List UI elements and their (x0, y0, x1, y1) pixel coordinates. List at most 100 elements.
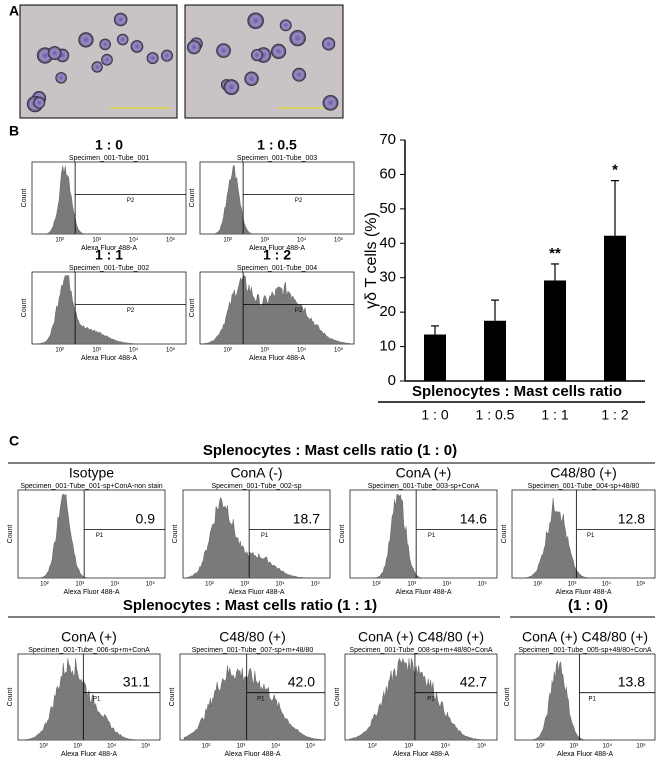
histogram (516, 497, 651, 579)
cell (186, 40, 202, 55)
specimen-label: Specimen_001-Tube_002-sp (211, 483, 301, 490)
y-axis-label: Count (7, 688, 14, 707)
x-tick-label: 10² (40, 582, 49, 588)
x-axis-label: Alexa Fluor 488-A (228, 589, 284, 596)
cell (55, 72, 67, 84)
cell (292, 67, 307, 82)
plot-title: ConA (+) C48/80 (+) (358, 629, 484, 645)
plot-title: ConA (-) (230, 465, 282, 481)
y-axis-label: Count (504, 688, 511, 707)
cell (289, 29, 306, 47)
plot-title: 1 : 0.5 (257, 137, 297, 153)
x-tick-label: 10³ (260, 348, 269, 354)
x-tick-label: 10² (55, 238, 64, 244)
gate-label: P1 (93, 696, 101, 702)
x-tick-label: 10³ (237, 744, 246, 750)
x-tick-label: 10⁵ (141, 743, 151, 750)
x-tick-label: 10⁵ (166, 347, 176, 354)
cell (247, 12, 264, 30)
x-tick-label: 10⁵ (166, 237, 176, 244)
x-tick-label: 10⁴ (441, 743, 451, 750)
histogram (348, 657, 493, 741)
plot-title: C48/80 (+) (219, 629, 286, 645)
micrographs (19, 4, 344, 119)
x-tick-label: 10³ (92, 348, 101, 354)
x-tick-label: 10³ (75, 582, 84, 588)
x-axis-label: Alexa Fluor 488-A (393, 751, 449, 758)
plot-title: C48/80 (+) (550, 465, 617, 481)
plot-title: 1 : 2 (263, 247, 291, 263)
cell (322, 37, 336, 51)
cell (99, 38, 111, 51)
specimen-label: Specimen_001-Tube_006-sp+m+ConA (28, 647, 150, 654)
specimen-label: Specimen_001-Tube_008-sp+m+48/80+ConA (349, 647, 492, 654)
cell (101, 53, 113, 66)
cell (78, 32, 94, 48)
y-axis-label: Count (21, 189, 28, 208)
bar (424, 334, 446, 381)
x-tick-label: 10² (368, 744, 377, 750)
x-tick-label: 10² (202, 744, 211, 750)
gate-percent: 14.6 (460, 510, 487, 526)
gate-label: P1 (257, 696, 265, 702)
x-tick-label: 10² (223, 348, 232, 354)
panel-label: B (9, 123, 19, 139)
gate-label: P1 (589, 696, 597, 702)
x-tick-label: 10³ (407, 582, 416, 588)
significance: ** (549, 245, 561, 262)
x-tick-label: 10⁵ (334, 237, 344, 244)
y-axis-label: Count (339, 525, 346, 544)
gate-label: P1 (96, 533, 104, 539)
x-axis-label: Alexa Fluor 488-A (395, 589, 451, 596)
plot-title: ConA (+) (61, 629, 117, 645)
cell (160, 49, 173, 62)
x-axis-label: Alexa Fluor 488-A (557, 751, 613, 758)
x-axis-label: Alexa Fluor 488-A (224, 751, 280, 758)
x-axis-label: Alexa Fluor 488-A (249, 245, 305, 252)
section-header: Splenocytes : Mast cells ratio (1 : 1) (123, 597, 377, 614)
plot-title: ConA (+) C48/80 (+) (522, 629, 648, 645)
x-axis-label: Alexa Fluor 488-A (81, 245, 137, 252)
plot-frame (511, 489, 656, 579)
y-axis-label: Count (501, 525, 508, 544)
specimen-label: Specimen_001-Tube_004-sp+48/80 (528, 483, 640, 490)
x-tick-label: 10³ (240, 582, 249, 588)
cell (271, 43, 287, 59)
gate-label: P2 (295, 198, 303, 204)
x-tick-label: 10⁵ (306, 743, 316, 750)
x-tick-label: 10² (223, 238, 232, 244)
y-axis-label: Count (169, 688, 176, 707)
x-tick-label: 10³ (569, 744, 578, 750)
x-tick-label: 10³ (568, 582, 577, 588)
cell (279, 19, 292, 32)
histogram (21, 658, 156, 741)
y-axis-label: γδ T cells (%) (363, 212, 380, 309)
x-tick-label: 10³ (260, 238, 269, 244)
x-tick-label: 10⁴ (129, 237, 139, 244)
x-tick-label: 10⁴ (602, 581, 612, 588)
cell (223, 79, 240, 96)
gate-label: P1 (261, 533, 269, 539)
y-tick-label: 0 (388, 372, 396, 389)
cell (216, 43, 231, 58)
x-tick-label: 1 : 0 (421, 407, 448, 423)
specimen-label: Specimen_001-Tube_004 (237, 265, 317, 272)
gate-label: P2 (295, 308, 303, 314)
cell (33, 96, 46, 109)
x-tick-label: 10⁴ (297, 347, 307, 354)
x-tick-label: 10⁴ (275, 581, 285, 588)
x-tick-label: 10⁵ (146, 581, 156, 588)
bar (544, 280, 566, 381)
x-tick-label: 10⁵ (636, 581, 646, 588)
x-tick-label: 1 : 1 (541, 407, 568, 423)
y-tick-label: 10 (379, 338, 396, 355)
gate-percent: 12.8 (618, 510, 645, 526)
x-tick-label: 10⁴ (271, 743, 281, 750)
plot-title: 1 : 0 (95, 137, 123, 153)
specimen-label: Specimen_001-Tube_003 (237, 155, 317, 162)
cell (47, 46, 62, 61)
bar (484, 320, 506, 381)
x-tick-label: 10² (372, 582, 381, 588)
gate-percent: 42.7 (460, 673, 487, 689)
